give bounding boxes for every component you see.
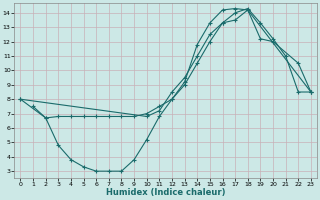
X-axis label: Humidex (Indice chaleur): Humidex (Indice chaleur)	[106, 188, 225, 197]
